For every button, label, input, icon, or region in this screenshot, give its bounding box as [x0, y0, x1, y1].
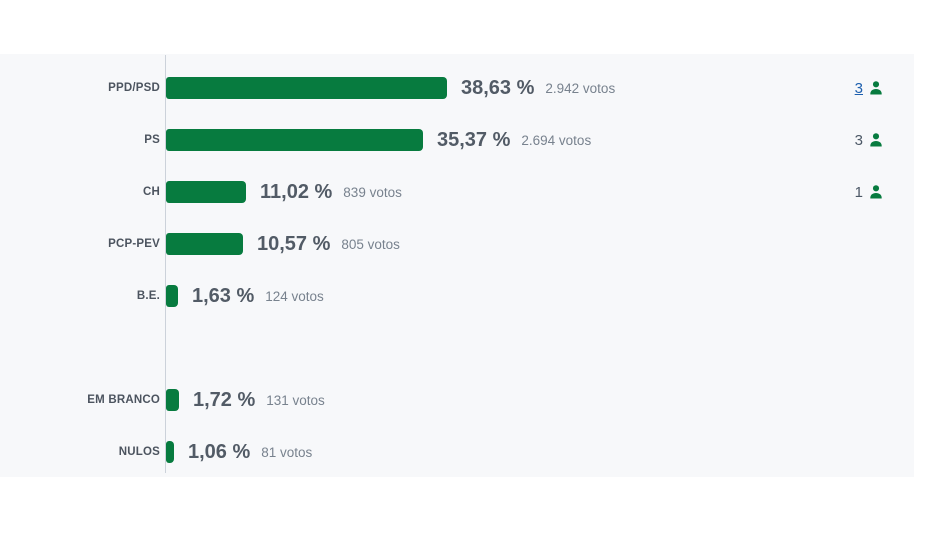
percent-value: 1,72 % — [193, 388, 256, 411]
percent-value: 1,06 % — [188, 440, 251, 463]
bar-area: 10,57 % 805 votos — [166, 233, 794, 256]
bar-area: 38,63 % 2.942 votos — [166, 77, 794, 100]
vote-bar — [166, 285, 178, 307]
votes-count: 2.942 votos — [545, 80, 616, 96]
mandates-count: 1 — [854, 183, 863, 201]
chart-row-spacer — [0, 322, 914, 374]
party-label: CH — [142, 186, 160, 198]
party-label: B.E. — [136, 290, 160, 302]
bar-area: 1,63 % 124 votos — [166, 285, 794, 308]
mandates-cell: 3 — [794, 132, 914, 149]
chart-row-pcp-pev: PCP-PEV 10,57 % 805 votos — [0, 218, 914, 270]
percent-value: 10,57 % — [257, 232, 331, 255]
chart-row-ps: PS 35,37 % 2.694 votos 3 — [0, 114, 914, 166]
bar-area: 35,37 % 2.694 votos — [166, 129, 794, 152]
votes-count: 131 votos — [266, 392, 325, 408]
votes-count: 2.694 votos — [521, 132, 592, 148]
party-label: EM BRANCO — [87, 394, 160, 406]
vote-bar — [166, 233, 243, 255]
bar-area: 1,06 % 81 votos — [166, 441, 794, 464]
mandates-count-link[interactable]: 3 — [854, 79, 863, 97]
chart-row-em-branco: EM BRANCO 1,72 % 131 votos — [0, 374, 914, 426]
vote-bar — [166, 389, 179, 411]
vote-bar — [166, 441, 174, 463]
party-label: PPD/PSD — [108, 82, 160, 94]
votes-count: 81 votos — [261, 444, 313, 460]
votes-count: 839 votos — [343, 184, 402, 200]
votes-count: 805 votos — [341, 236, 400, 252]
election-results-chart: PPD/PSD 38,63 % 2.942 votos 3 PS 35,37 %… — [0, 54, 914, 477]
chart-row-be: B.E. 1,63 % 124 votos — [0, 270, 914, 322]
mandates-count: 3 — [854, 131, 863, 149]
mandates-cell: 1 — [794, 184, 914, 201]
percent-value: 11,02 % — [260, 180, 333, 203]
person-icon — [868, 132, 884, 148]
vote-bar — [166, 129, 423, 151]
chart-row-ppd-psd: PPD/PSD 38,63 % 2.942 votos 3 — [0, 62, 914, 114]
percent-value: 35,37 % — [437, 128, 511, 151]
percent-value: 1,63 % — [192, 284, 255, 307]
mandates-cell: 3 — [794, 80, 914, 97]
person-icon — [868, 80, 884, 96]
party-label: NULOS — [118, 446, 160, 458]
percent-value: 38,63 % — [461, 76, 535, 99]
party-label: PS — [144, 134, 160, 146]
bar-area: 1,72 % 131 votos — [166, 389, 794, 412]
vote-bar — [166, 181, 246, 203]
votes-count: 124 votos — [265, 288, 324, 304]
bar-area: 11,02 % 839 votos — [166, 181, 794, 204]
person-icon — [868, 184, 884, 200]
chart-row-ch: CH 11,02 % 839 votos 1 — [0, 166, 914, 218]
chart-axis-line — [165, 55, 166, 473]
vote-bar — [166, 77, 447, 99]
chart-row-nulos: NULOS 1,06 % 81 votos — [0, 426, 914, 478]
party-label: PCP-PEV — [108, 238, 160, 250]
